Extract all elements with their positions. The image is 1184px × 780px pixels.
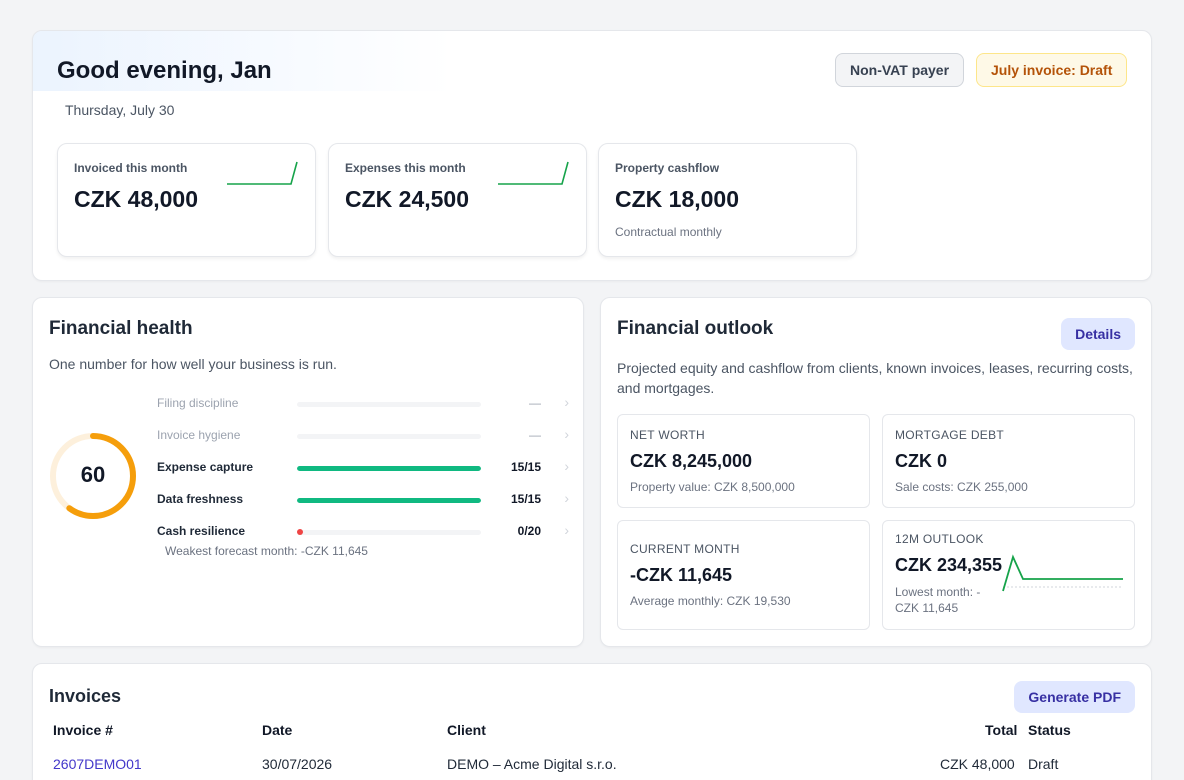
- twelve-month-outlook-tile: 12M OUTLOOK CZK 234,355 Lowest month: -C…: [882, 520, 1135, 630]
- net-worth-tile: NET WORTH CZK 8,245,000 Property value: …: [617, 414, 870, 508]
- column-header-date: Date: [262, 722, 293, 738]
- stat-label: Expenses this month: [345, 161, 466, 175]
- column-header-client: Client: [447, 722, 486, 738]
- metric-score: —: [529, 428, 541, 442]
- financial-outlook-card: Financial outlook Details Projected equi…: [600, 297, 1152, 647]
- invoice-client: DEMO – Acme Digital s.r.o.: [447, 756, 617, 772]
- metric-label: Cash resilience: [157, 524, 246, 538]
- current-month-tile: CURRENT MONTH -CZK 11,645 Average monthl…: [617, 520, 870, 630]
- stat-value: CZK 18,000: [615, 186, 740, 212]
- metric-score: —: [529, 396, 541, 410]
- mortgage-debt-tile: MORTGAGE DEBT CZK 0 Sale costs: CZK 255,…: [882, 414, 1135, 508]
- metric-bar: [297, 402, 481, 407]
- generate-pdf-button[interactable]: Generate PDF: [1014, 681, 1135, 713]
- stat-subtext: Contractual monthly: [615, 225, 722, 239]
- metric-bar: [297, 498, 481, 503]
- stat-value: CZK 48,000: [74, 186, 199, 212]
- tile-label: NET WORTH: [630, 428, 705, 442]
- stat-card-property-cashflow: Property cashflow CZK 18,000 Contractual…: [598, 143, 857, 257]
- metric-label: Expense capture: [157, 460, 254, 474]
- invoice-number-link[interactable]: 2607DEMO01: [53, 756, 142, 772]
- expenses-sparkline: [498, 161, 569, 185]
- section-description: Projected equity and cashflow from clien…: [617, 360, 1133, 396]
- ring-progress: [50, 433, 136, 519]
- invoiced-sparkline: [227, 161, 298, 185]
- chevron-right-icon: ›: [564, 522, 569, 538]
- metric-expense-capture[interactable]: Expense capture 15/15 ›: [157, 458, 569, 478]
- tile-label: CURRENT MONTH: [630, 542, 740, 556]
- details-button[interactable]: Details: [1061, 318, 1135, 350]
- tile-subtext: Lowest month: -CZK 11,645: [895, 585, 981, 615]
- column-header-invoice-number: Invoice #: [53, 722, 113, 738]
- invoice-date: 30/07/2026: [262, 756, 333, 772]
- chevron-right-icon: ›: [564, 426, 569, 442]
- health-score-ring: [50, 433, 136, 519]
- metric-fill: [297, 498, 481, 503]
- tile-label: 12M OUTLOOK: [895, 532, 984, 546]
- tile-label: MORTGAGE DEBT: [895, 428, 1005, 442]
- metric-fill: [297, 466, 481, 471]
- stat-label: Property cashflow: [615, 161, 720, 175]
- metric-bar: [297, 466, 481, 471]
- chevron-right-icon: ›: [564, 458, 569, 474]
- section-title: Financial outlook: [617, 318, 774, 339]
- section-title: Financial health: [49, 318, 193, 339]
- invoice-status-badge[interactable]: July invoice: Draft: [976, 53, 1128, 87]
- chevron-right-icon: ›: [564, 490, 569, 506]
- tile-subtext: Sale costs: CZK 255,000: [895, 480, 1028, 494]
- invoice-total: CZK 48,000: [940, 756, 1015, 772]
- metric-data-freshness[interactable]: Data freshness 15/15 ›: [157, 490, 569, 510]
- section-description: One number for how well your business is…: [49, 356, 337, 372]
- stat-value: CZK 24,500: [345, 186, 470, 212]
- tile-subtext: Average monthly: CZK 19,530: [630, 594, 791, 608]
- metric-score: 15/15: [510, 492, 541, 506]
- greeting-title: Good evening, Jan: [57, 57, 272, 84]
- metric-label: Filing discipline: [157, 396, 239, 410]
- column-header-status: Status: [1028, 722, 1071, 738]
- header-glow: [33, 31, 453, 91]
- invoice-status: Draft: [1028, 756, 1059, 772]
- weakest-month-note: Weakest forecast month: -CZK 11,645: [165, 544, 368, 558]
- stat-card-invoiced: Invoiced this month CZK 48,000: [57, 143, 316, 257]
- outlook-sparkline: [1002, 554, 1123, 592]
- financial-health-card: Financial health One number for how well…: [32, 297, 584, 647]
- metric-alert-dot: [297, 529, 303, 535]
- metric-bar: [297, 434, 481, 439]
- tile-value: -CZK 11,645: [630, 565, 733, 585]
- stat-card-expenses: Expenses this month CZK 24,500: [328, 143, 587, 257]
- metric-bar: [297, 530, 481, 535]
- metric-cash-resilience[interactable]: Cash resilience 0/20 ›: [157, 522, 569, 542]
- health-score: 60: [80, 462, 106, 487]
- column-header-total: Total: [985, 722, 1018, 738]
- metric-label: Invoice hygiene: [157, 428, 241, 442]
- greeting-card: Good evening, Jan Thursday, July 30 Non-…: [32, 30, 1152, 281]
- current-date: Thursday, July 30: [65, 102, 175, 118]
- metric-score: 0/20: [517, 524, 541, 538]
- chevron-right-icon: ›: [564, 394, 569, 410]
- section-title: Invoices: [49, 686, 122, 706]
- metric-score: 15/15: [510, 460, 541, 474]
- invoices-card: Invoices Generate PDF Invoice # Date Cli…: [32, 663, 1152, 780]
- metric-label: Data freshness: [157, 492, 244, 506]
- stat-label: Invoiced this month: [74, 161, 188, 175]
- tile-value: CZK 8,245,000: [630, 451, 753, 471]
- metric-invoice-hygiene[interactable]: Invoice hygiene — ›: [157, 426, 569, 446]
- tile-value: CZK 0: [895, 451, 948, 471]
- vat-status-badge: Non-VAT payer: [835, 53, 965, 87]
- tile-subtext: Property value: CZK 8,500,000: [630, 480, 795, 494]
- metric-filing-discipline[interactable]: Filing discipline — ›: [157, 394, 569, 414]
- tile-value: CZK 234,355: [895, 555, 1003, 575]
